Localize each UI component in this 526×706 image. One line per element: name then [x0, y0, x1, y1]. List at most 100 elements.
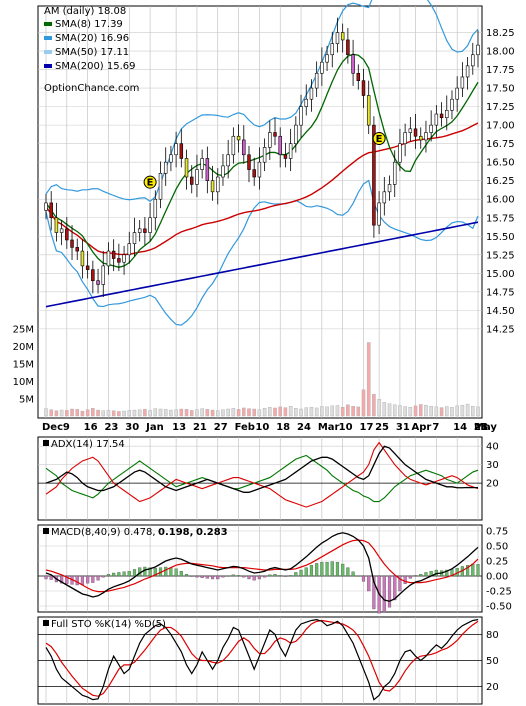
volume-bar-62 — [366, 342, 371, 417]
macd-value-blue: 0.283 — [196, 527, 228, 538]
macd-hist-bar-71 — [413, 575, 418, 577]
candle-body-48 — [294, 124, 298, 144]
candle-body-6 — [75, 247, 79, 252]
y-tick-price-0: 18.25 — [486, 28, 515, 39]
main-panel-frame — [37, 5, 483, 419]
volume-bar-16 — [127, 410, 132, 417]
y-tick-sto-0: 80 — [486, 630, 499, 641]
candle-body-40 — [252, 169, 256, 178]
y-tick-volume-3: 10M — [13, 377, 34, 388]
macd-hist-bar-6 — [75, 575, 79, 586]
sma-200-line — [45, 221, 479, 308]
candle-body-71 — [413, 128, 418, 137]
x-date-0: Dec — [42, 422, 63, 433]
macd-hist-bar-60 — [356, 575, 360, 577]
adx-legend-swatch — [43, 440, 49, 446]
candle-body-55 — [330, 43, 334, 56]
macd-hist-bar-69 — [403, 575, 407, 584]
volume-bar-73 — [424, 404, 428, 417]
macd-hist-bar-0 — [44, 575, 48, 580]
macd-hist-bar-55 — [330, 561, 334, 577]
y-tick-price-11: 15.50 — [486, 232, 515, 243]
volume-bar-79 — [455, 405, 459, 417]
macd-hist-bar-20 — [148, 567, 152, 577]
macd-hist-bar-43 — [268, 574, 272, 577]
candle-body-8 — [85, 265, 90, 270]
x-date-5: Jan — [145, 422, 164, 433]
volume-bar-40 — [252, 408, 256, 417]
y-tick-price-8: 16.25 — [486, 176, 515, 187]
candle-body-23 — [163, 161, 168, 174]
legend-label-3: SMA(200) 15.69 — [55, 61, 136, 72]
candle-body-30 — [200, 158, 204, 170]
bollinger-lower-line — [45, 179, 479, 326]
volume-bar-23 — [163, 409, 168, 417]
macd-hist-bar-34 — [221, 575, 225, 578]
volume-bar-76 — [439, 407, 444, 417]
macd-hist-bar-27 — [184, 574, 189, 577]
macd-hist-bar-45 — [278, 575, 282, 577]
macd-hist-bar-44 — [273, 574, 277, 577]
adx-minus-di-line — [45, 441, 479, 508]
candle-body-42 — [262, 147, 267, 163]
volume-bar-5 — [70, 408, 74, 417]
macd-value-red: 0.198, — [158, 527, 193, 538]
volume-bar-61 — [361, 389, 366, 417]
volume-bar-57 — [340, 407, 345, 417]
macd-hist-bar-24 — [169, 567, 173, 577]
volume-bar-29 — [195, 409, 199, 417]
candle-body-37 — [236, 135, 241, 141]
volume-bar-34 — [221, 409, 225, 417]
volume-bar-17 — [132, 409, 137, 417]
x-date-3: 23 — [104, 422, 118, 433]
macd-hist-bar-9 — [91, 575, 95, 583]
y-tick-macd-4: -0.25 — [486, 587, 512, 598]
macd-line — [45, 532, 479, 602]
volume-bar-49 — [299, 408, 303, 417]
candle-body-49 — [299, 106, 303, 126]
x-date-4: 30 — [125, 422, 139, 433]
macd-hist-bar-83 — [476, 564, 480, 577]
volume-bar-47 — [288, 406, 293, 417]
candle-body-68 — [398, 143, 402, 163]
volume-bar-70 — [408, 407, 413, 417]
macd-hist-bar-46 — [283, 575, 288, 577]
macd-hist-bar-14 — [117, 572, 121, 577]
y-tick-price-13: 15.00 — [486, 269, 515, 280]
x-date-10: 10 — [255, 422, 269, 433]
macd-hist-bar-39 — [247, 575, 251, 580]
macd-hist-bar-11 — [101, 575, 105, 578]
volume-bar-52 — [314, 407, 319, 417]
candle-body-3 — [59, 228, 64, 233]
candle-body-2 — [54, 217, 59, 233]
volume-bar-22 — [158, 408, 163, 417]
candle-body-51 — [309, 87, 314, 100]
sma-8-line — [45, 53, 479, 268]
y-tick-price-1: 18.00 — [486, 47, 515, 58]
volume-bar-35 — [226, 408, 230, 417]
x-date-18: Apr — [412, 422, 432, 433]
macd-hist-bar-3 — [60, 575, 64, 584]
candle-body-63 — [372, 124, 376, 226]
volume-bar-1 — [49, 409, 53, 417]
candle-body-28 — [190, 176, 194, 185]
legend-label-1: SMA(20) 16.96 — [55, 33, 129, 44]
macd-hist-bar-35 — [226, 575, 230, 577]
macd-hist-bar-62 — [367, 575, 371, 592]
volume-bar-32 — [210, 409, 215, 417]
macd-hist-bar-12 — [106, 574, 111, 577]
volume-bar-37 — [236, 409, 241, 417]
volume-bar-80 — [460, 404, 465, 417]
candle-body-19 — [143, 228, 147, 233]
candle-body-7 — [80, 250, 85, 267]
x-date-16: 25 — [375, 422, 389, 433]
candle-body-46 — [283, 154, 288, 159]
volume-bar-0 — [44, 408, 48, 417]
volume-bar-45 — [278, 406, 282, 417]
y-tick-volume-2: 15M — [13, 360, 34, 371]
volume-bar-12 — [106, 410, 111, 417]
candle-body-10 — [96, 280, 100, 285]
volume-bar-68 — [398, 405, 402, 417]
macd-hist-bar-82 — [471, 563, 475, 577]
candle-body-35 — [226, 154, 230, 167]
